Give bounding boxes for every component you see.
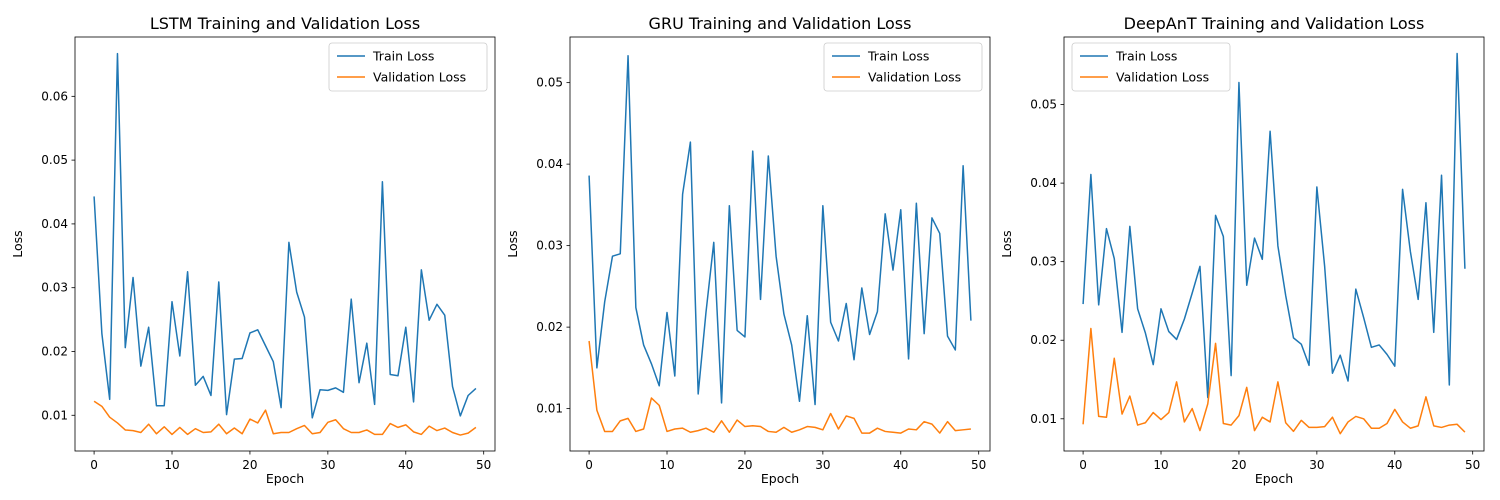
legend-box bbox=[328, 42, 488, 92]
legend-entry: Validation Loss bbox=[373, 70, 466, 85]
y-tick-label: 0.04 bbox=[41, 217, 68, 231]
legend: Train Loss Validation Loss bbox=[823, 42, 983, 92]
y-tick-label: 0.04 bbox=[536, 157, 563, 171]
y-tick-label: 0.03 bbox=[536, 239, 563, 253]
y-tick-label: 0.03 bbox=[41, 281, 68, 295]
x-tick-label: 0 bbox=[90, 458, 98, 472]
x-tick-label: 40 bbox=[398, 458, 413, 472]
x-tick-label: 50 bbox=[476, 458, 491, 472]
y-tick-label: 0.02 bbox=[1030, 333, 1057, 347]
series-line-train bbox=[93, 52, 477, 419]
legend: Train Loss Validation Loss bbox=[328, 42, 488, 92]
y-tick-label: 0.01 bbox=[1030, 412, 1057, 426]
y-axis-label: Loss bbox=[10, 230, 25, 257]
series-line-train bbox=[588, 54, 972, 406]
legend-entry: Train Loss bbox=[372, 49, 434, 64]
x-axis-label: Epoch bbox=[266, 471, 304, 486]
legend: Train Loss Validation Loss bbox=[1071, 42, 1231, 92]
x-axis-label: Epoch bbox=[1255, 471, 1293, 486]
x-tick-label: 40 bbox=[1387, 458, 1402, 472]
x-tick-label: 20 bbox=[1231, 458, 1246, 472]
y-tick-label: 0.05 bbox=[41, 153, 68, 167]
x-tick-label: 20 bbox=[737, 458, 752, 472]
axes-frame bbox=[569, 36, 991, 452]
series-line-validation bbox=[93, 400, 477, 436]
chart-title: LSTM Training and Validation Loss bbox=[150, 14, 420, 33]
series-line-train bbox=[1082, 52, 1466, 399]
y-tick-label: 0.01 bbox=[41, 408, 68, 422]
x-tick-label: 0 bbox=[1079, 458, 1087, 472]
x-tick-label: 20 bbox=[242, 458, 257, 472]
axes-frame bbox=[1063, 36, 1485, 452]
y-tick-label: 0.03 bbox=[1030, 255, 1057, 269]
legend-entry: Validation Loss bbox=[1116, 70, 1209, 85]
chart-title: DeepAnT Training and Validation Loss bbox=[1124, 14, 1425, 33]
legend-box bbox=[1071, 42, 1231, 92]
chart-panel-0: 0 10 20 30 40 50 0.01 0.02 0.03 0.04 0.05 0.06 LSTM … bbox=[10, 14, 496, 486]
y-tick-label: 0.05 bbox=[536, 76, 563, 90]
y-tick-label: 0.01 bbox=[536, 402, 563, 416]
chart-panel-2: 0 10 20 30 40 50 0.01 0.02 0.03 0.04 0.05 DeepAnT T… bbox=[999, 14, 1485, 486]
chart-title: GRU Training and Validation Loss bbox=[649, 14, 912, 33]
x-tick-label: 10 bbox=[1153, 458, 1168, 472]
series-line-validation bbox=[588, 340, 971, 434]
x-tick-label: 40 bbox=[893, 458, 908, 472]
x-tick-label: 10 bbox=[659, 458, 674, 472]
x-tick-label: 30 bbox=[1309, 458, 1324, 472]
legend-entry: Train Loss bbox=[1115, 49, 1177, 64]
y-tick-label: 0.02 bbox=[41, 344, 68, 358]
x-tick-label: 30 bbox=[815, 458, 830, 472]
y-axis-label: Loss bbox=[505, 230, 520, 257]
y-tick-label: 0.06 bbox=[41, 89, 68, 103]
series-line-validation bbox=[1082, 327, 1466, 435]
x-tick-label: 30 bbox=[320, 458, 335, 472]
x-tick-label: 50 bbox=[1465, 458, 1480, 472]
y-axis-label: Loss bbox=[999, 230, 1014, 257]
chart-panel-1: 0 10 20 30 40 50 0.01 0.02 0.03 0.04 0.05 GRU Train… bbox=[505, 14, 991, 486]
x-axis-label: Epoch bbox=[761, 471, 799, 486]
x-tick-label: 10 bbox=[164, 458, 179, 472]
legend-entry: Train Loss bbox=[867, 49, 929, 64]
x-tick-label: 0 bbox=[585, 458, 593, 472]
legend-entry: Validation Loss bbox=[868, 70, 961, 85]
y-tick-label: 0.02 bbox=[536, 320, 563, 334]
x-tick-label: 50 bbox=[971, 458, 986, 472]
axes-frame bbox=[74, 36, 496, 452]
legend-box bbox=[823, 42, 983, 92]
y-tick-label: 0.05 bbox=[1030, 98, 1057, 112]
y-tick-label: 0.04 bbox=[1030, 176, 1057, 190]
